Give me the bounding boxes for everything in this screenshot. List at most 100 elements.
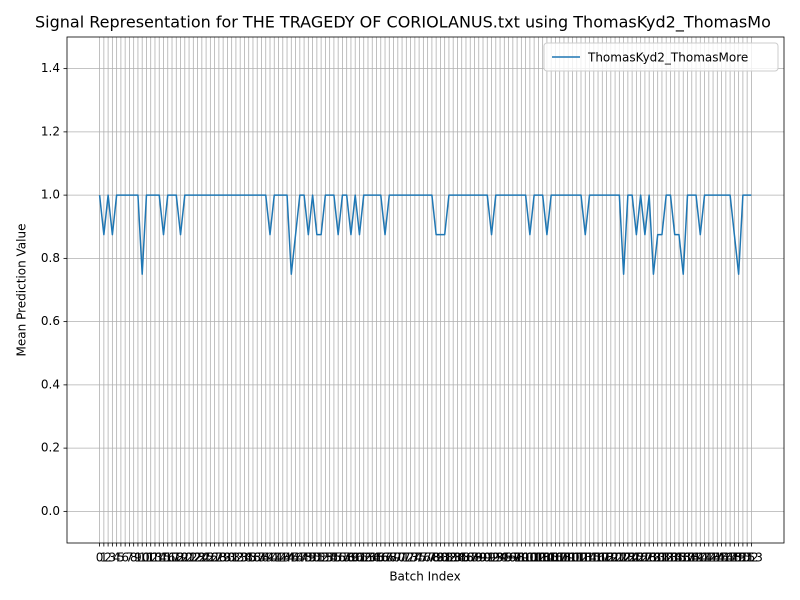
x-tick-label: 9 — [134, 551, 142, 565]
y-tick-label: 1.0 — [41, 188, 60, 202]
x-tick-label: 3 — [109, 551, 117, 565]
line-series — [98, 194, 752, 275]
x-tick-label: 68 — [382, 551, 397, 565]
y-tick-label: 0.8 — [41, 251, 60, 265]
x-tick-label: 49 — [301, 551, 316, 565]
x-tick-label: 90 — [475, 551, 490, 565]
x-tick-label: 73 — [403, 551, 418, 565]
x-tick-label: 93 — [488, 551, 503, 565]
y-tick-label: 1.2 — [41, 124, 60, 138]
x-tick-label: 150 — [727, 551, 750, 565]
x-tick-label: 141 — [689, 551, 712, 565]
x-tick-label: 140 — [685, 551, 708, 565]
x-tick-label: 42 — [271, 551, 286, 565]
x-tick-label: 107 — [544, 551, 567, 565]
x-tick-label: 51 — [309, 551, 324, 565]
x-tick-label: 145 — [706, 551, 729, 565]
x-tick-label: 152 — [736, 551, 759, 565]
x-tick-label: 54 — [322, 551, 337, 565]
x-tick-label: 1 — [100, 551, 108, 565]
x-tick-label: 84 — [450, 551, 465, 565]
x-tick-label: 71 — [394, 551, 409, 565]
x-tick-label: 36 — [245, 551, 260, 565]
x-tick-label: 0 — [96, 551, 104, 565]
x-axis-label: Batch Index — [389, 570, 460, 584]
y-tick-label: 0.6 — [41, 314, 60, 328]
x-tick-label: 87 — [463, 551, 478, 565]
x-tick-label: 126 — [625, 551, 648, 565]
x-tick-label: 153 — [740, 551, 763, 565]
x-tick-label: 143 — [697, 551, 720, 565]
x-tick-label: 62 — [356, 551, 371, 565]
y-tick-label: 0.4 — [41, 377, 60, 391]
x-tick-label: 55 — [326, 551, 341, 565]
x-tick-label: 72 — [399, 551, 414, 565]
x-tick-label: 56 — [331, 551, 346, 565]
x-tick-label: 8 — [130, 551, 138, 565]
x-tick-label: 63 — [360, 551, 375, 565]
x-tick-label: 109 — [553, 551, 576, 565]
x-tick-label: 65 — [369, 551, 384, 565]
x-tick-label: 32 — [228, 551, 243, 565]
x-tick-label: 47 — [292, 551, 307, 565]
x-tick-label: 142 — [693, 551, 716, 565]
x-tick-label: 117 — [587, 551, 610, 565]
x-tick-label: 7 — [126, 551, 134, 565]
x-tick-label: 29 — [215, 551, 230, 565]
x-tick-label: 86 — [458, 551, 473, 565]
x-tick-label: 76 — [416, 551, 431, 565]
x-tick-label: 96 — [501, 551, 516, 565]
x-tick-label: 43 — [275, 551, 290, 565]
x-tick-label: 15 — [156, 551, 171, 565]
x-tick-label: 112 — [565, 551, 588, 565]
x-tick-label: 85 — [454, 551, 469, 565]
x-tick-label: 118 — [591, 551, 614, 565]
x-tick-label: 89 — [471, 551, 486, 565]
x-tick-label: 28 — [211, 551, 226, 565]
x-tick-label: 77 — [420, 551, 435, 565]
x-tick-label: 6 — [121, 551, 129, 565]
x-tick-label: 50 — [305, 551, 320, 565]
x-tick-label: 97 — [505, 551, 520, 565]
x-tick-label: 92 — [484, 551, 499, 565]
x-tick-label: 37 — [250, 551, 265, 565]
x-tick-label: 24 — [194, 551, 209, 565]
x-tick-label: 44 — [279, 551, 294, 565]
x-tick-label: 83 — [446, 551, 461, 565]
x-tick-label: 80 — [433, 551, 448, 565]
x-tick-label: 48 — [296, 551, 311, 565]
x-tick-label: 110 — [557, 551, 580, 565]
legend-label: ThomasKyd2_ThomasMore — [587, 51, 748, 65]
x-tick-label: 139 — [680, 551, 703, 565]
x-tick-label: 129 — [638, 551, 661, 565]
x-tick-label: 111 — [561, 551, 584, 565]
y-axis-label: Mean Prediction Value — [15, 224, 29, 357]
x-tick-label: 101 — [518, 551, 541, 565]
x-tick-label: 91 — [480, 551, 495, 565]
x-tick-label: 114 — [574, 551, 597, 565]
x-tick-label: 60 — [348, 551, 363, 565]
x-tick-label: 38 — [254, 551, 269, 565]
x-tick-label: 33 — [233, 551, 248, 565]
x-tick-label: 11 — [139, 551, 154, 565]
plot-frame — [66, 36, 785, 544]
x-tick-label: 13 — [147, 551, 162, 565]
x-tick-label: 134 — [659, 551, 682, 565]
x-tick-label: 138 — [676, 551, 699, 565]
x-tick-label: 23 — [190, 551, 205, 565]
x-tick-label: 74 — [407, 551, 422, 565]
x-tick-label: 122 — [608, 551, 631, 565]
x-tick-label: 98 — [509, 551, 524, 565]
x-tick-label: 151 — [731, 551, 754, 565]
x-tick-label: 67 — [377, 551, 392, 565]
x-tick-label: 52 — [313, 551, 328, 565]
x-tick-label: 81 — [437, 551, 452, 565]
x-tick-label: 18 — [169, 551, 184, 565]
x-tick-label: 94 — [492, 551, 507, 565]
x-tick-label: 61 — [352, 551, 367, 565]
x-tick-label: 66 — [373, 551, 388, 565]
x-tick-label: 75 — [411, 551, 426, 565]
x-tick-label: 30 — [220, 551, 235, 565]
x-tick-label: 108 — [548, 551, 571, 565]
x-tick-label: 147 — [714, 551, 737, 565]
